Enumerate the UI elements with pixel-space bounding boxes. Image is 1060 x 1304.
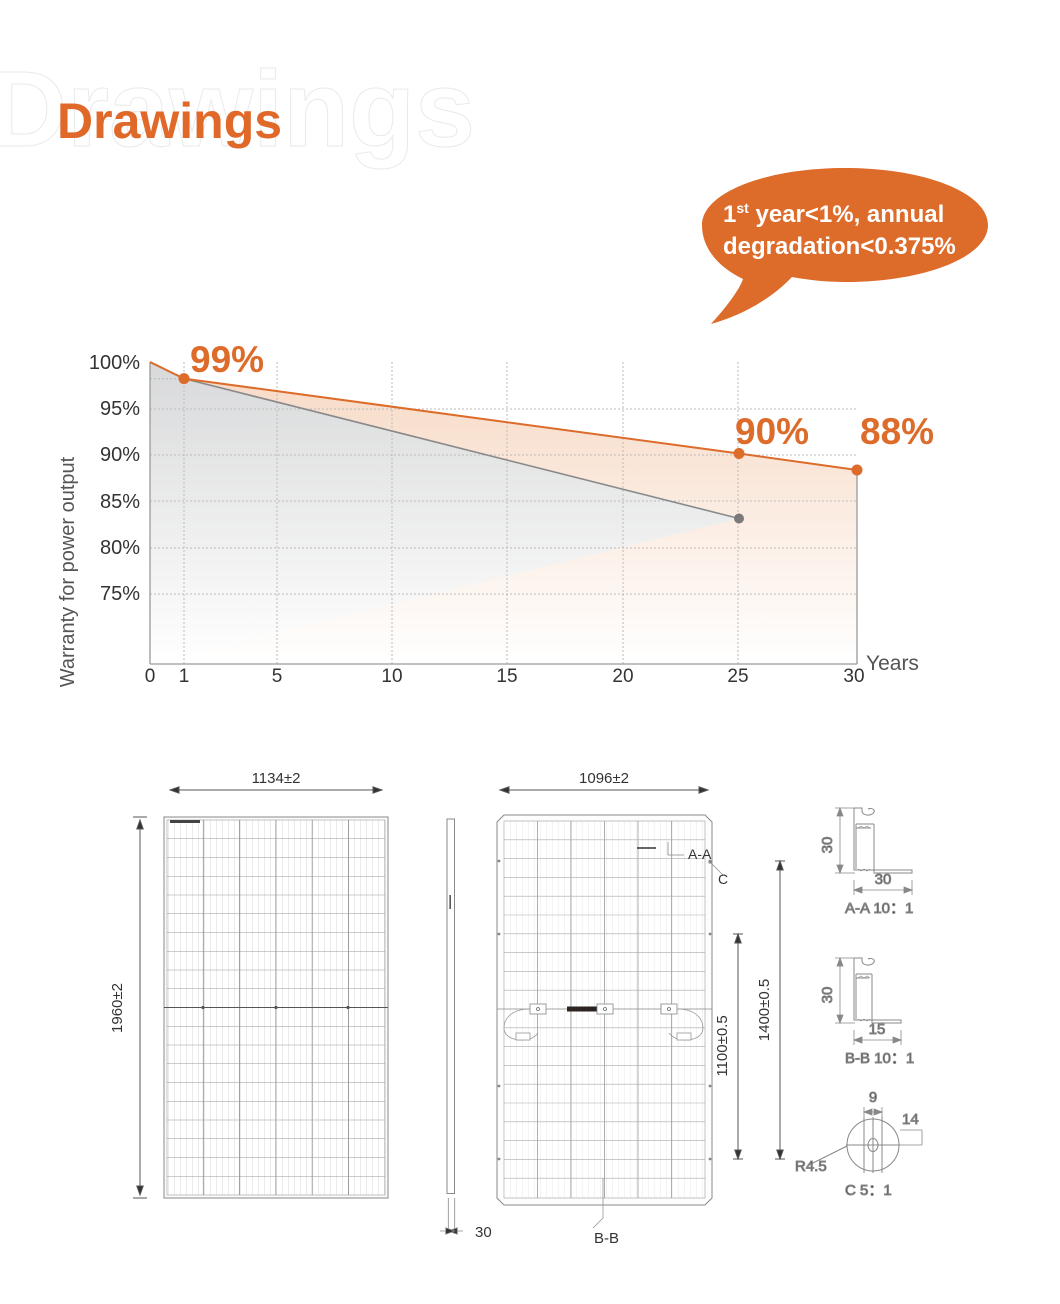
svg-text:A-A 10：1: A-A 10：1 bbox=[845, 900, 913, 917]
svg-text:B-B 10：1: B-B 10：1 bbox=[845, 1050, 914, 1067]
svg-text:9: 9 bbox=[869, 1089, 877, 1106]
svg-text:R4.5: R4.5 bbox=[795, 1158, 827, 1175]
svg-text:30: 30 bbox=[819, 837, 836, 854]
svg-text:C 5：1: C 5：1 bbox=[845, 1182, 892, 1199]
svg-text:15: 15 bbox=[869, 1021, 886, 1038]
svg-text:30: 30 bbox=[819, 987, 836, 1004]
svg-text:30: 30 bbox=[875, 871, 892, 888]
svg-text:14: 14 bbox=[902, 1111, 919, 1128]
